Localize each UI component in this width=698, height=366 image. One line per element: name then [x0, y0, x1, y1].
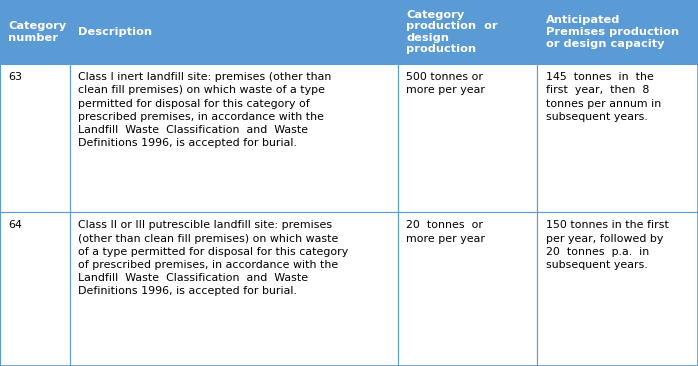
- Bar: [0, 212, 70, 366]
- Text: Category
production  or
design
production: Category production or design production: [406, 10, 498, 55]
- Bar: [0, 64, 70, 212]
- Bar: [537, 212, 698, 366]
- Text: Category
number: Category number: [8, 21, 66, 43]
- Bar: [0, 0, 70, 64]
- Bar: [537, 0, 698, 64]
- Text: Class I inert landfill site: premises (other than
clean fill premises) on which : Class I inert landfill site: premises (o…: [78, 72, 332, 148]
- Text: Anticipated
Premises production
or design capacity: Anticipated Premises production or desig…: [546, 15, 679, 49]
- Text: Class II or III putrescible landfill site: premises
(other than clean fill premi: Class II or III putrescible landfill sit…: [78, 220, 348, 296]
- Bar: [398, 0, 537, 64]
- Bar: [398, 212, 537, 366]
- Bar: [70, 64, 398, 212]
- Bar: [537, 64, 698, 212]
- Text: 20  tonnes  or
more per year: 20 tonnes or more per year: [406, 220, 485, 243]
- Text: 150 tonnes in the first
per year, followed by
20  tonnes  p.a.  in
subsequent ye: 150 tonnes in the first per year, follow…: [546, 220, 669, 270]
- Text: 145  tonnes  in  the
first  year,  then  8
tonnes per annum in
subsequent years.: 145 tonnes in the first year, then 8 ton…: [546, 72, 661, 122]
- Text: 64: 64: [8, 220, 22, 230]
- Bar: [70, 212, 398, 366]
- Bar: [398, 64, 537, 212]
- Bar: [70, 0, 398, 64]
- Text: 63: 63: [8, 72, 22, 82]
- Text: Description: Description: [78, 27, 152, 37]
- Text: 500 tonnes or
more per year: 500 tonnes or more per year: [406, 72, 485, 95]
